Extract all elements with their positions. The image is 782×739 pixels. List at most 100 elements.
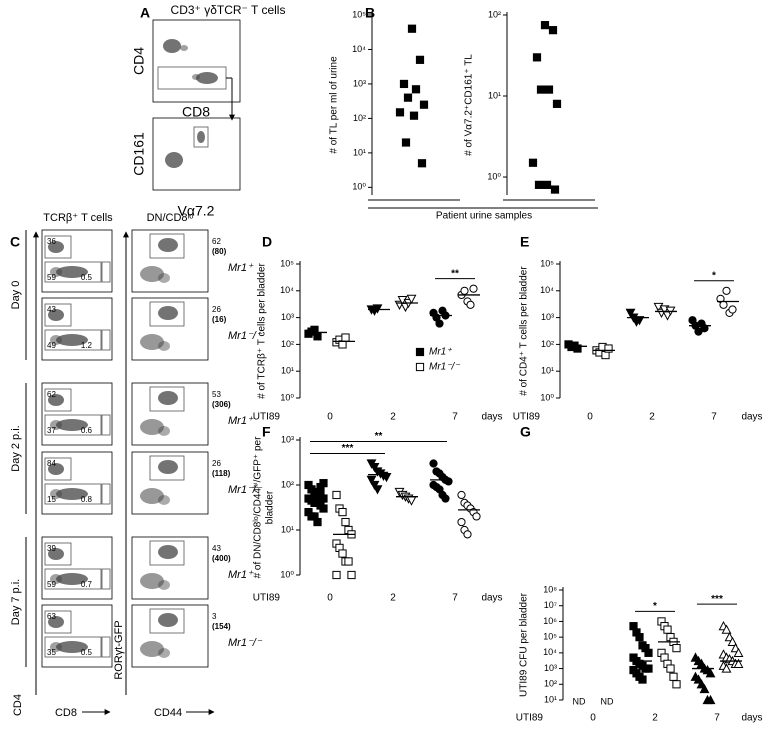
gate bbox=[44, 235, 72, 259]
gate bbox=[44, 568, 102, 590]
data-point bbox=[540, 21, 550, 30]
gate-value: 3 bbox=[212, 612, 217, 621]
plot-frame bbox=[152, 19, 241, 103]
y-tick-label: 10³ bbox=[353, 78, 366, 88]
gate-value: 53 bbox=[212, 390, 221, 399]
data-point bbox=[407, 24, 417, 33]
gate bbox=[101, 329, 111, 351]
y-tick-label: 10⁰ bbox=[280, 569, 294, 579]
axis-label: CD161 bbox=[131, 132, 147, 176]
gate bbox=[101, 261, 111, 283]
plot-frame bbox=[41, 382, 113, 446]
x-axis-label: UTI89 bbox=[253, 412, 281, 423]
plot-frame bbox=[131, 229, 209, 293]
gate bbox=[149, 386, 185, 412]
cell-cluster bbox=[158, 613, 178, 627]
x-axis-label: UTI89 bbox=[516, 713, 544, 724]
y-axis-label: # of CD4⁺ T cells per bladder bbox=[519, 266, 530, 396]
x-unit-label: days bbox=[741, 412, 762, 423]
plot-frame bbox=[41, 229, 113, 293]
gate-value: 0.6 bbox=[81, 426, 93, 435]
y-tick-label: 10² bbox=[281, 339, 294, 349]
x-unit-label: days bbox=[481, 593, 502, 604]
genotype-label: Mr1⁻/⁻ bbox=[228, 637, 263, 649]
data-point bbox=[313, 517, 322, 527]
gate bbox=[101, 483, 111, 505]
data-point bbox=[548, 26, 558, 35]
y-tick-label: 10¹ bbox=[541, 366, 554, 376]
data-point bbox=[625, 308, 636, 319]
x-tick-label: 0 bbox=[590, 713, 596, 724]
y-tick-label: 10³ bbox=[281, 312, 294, 322]
cell-cluster bbox=[196, 72, 218, 84]
cell-cluster bbox=[158, 460, 178, 474]
data-point bbox=[457, 490, 466, 500]
cell-cluster bbox=[158, 273, 170, 283]
genotype-label: Mr1⁺ bbox=[228, 569, 254, 581]
axis-label: CD4 bbox=[131, 47, 147, 75]
data-point bbox=[460, 286, 469, 295]
gate-value: (154) bbox=[212, 622, 231, 631]
data-point bbox=[435, 319, 444, 328]
gate bbox=[149, 540, 185, 566]
cell-cluster bbox=[56, 334, 88, 346]
data-point bbox=[466, 300, 475, 309]
cell-cluster bbox=[48, 394, 64, 406]
significance-label: ** bbox=[375, 431, 383, 442]
cell-cluster bbox=[48, 548, 64, 560]
data-point bbox=[472, 512, 481, 521]
gate-value: (80) bbox=[212, 247, 227, 256]
cell-cluster bbox=[50, 574, 62, 584]
plot-frame bbox=[41, 536, 113, 600]
data-point bbox=[722, 286, 731, 295]
data-point bbox=[457, 517, 466, 527]
data-point bbox=[313, 332, 322, 341]
significance-label: *** bbox=[342, 443, 354, 454]
data-point bbox=[409, 111, 419, 120]
genotype-label: Mr1⁺ bbox=[228, 415, 254, 427]
plot-frame bbox=[131, 382, 209, 446]
data-point bbox=[719, 300, 728, 309]
cell-cluster bbox=[50, 267, 62, 277]
y-axis-label: # of TL per ml of urine bbox=[329, 56, 340, 154]
axis-label: Vα7.2 bbox=[178, 203, 215, 219]
data-point bbox=[705, 694, 716, 705]
gate-value: (306) bbox=[212, 400, 231, 409]
data-point bbox=[544, 85, 554, 94]
cell-cluster bbox=[158, 391, 178, 405]
panel-title: CD3⁺ γδTCR⁻ T cells bbox=[171, 3, 286, 17]
axis-label: RORγt-GFP bbox=[113, 620, 125, 679]
y-tick-label: 10⁵ bbox=[280, 258, 294, 268]
panel-label: D bbox=[262, 234, 272, 250]
cell-cluster bbox=[140, 488, 164, 504]
gate-value: 0.8 bbox=[81, 495, 93, 504]
day-label: Day 2 p.i. bbox=[10, 425, 22, 471]
y-tick-label: 10² bbox=[353, 113, 366, 123]
data-point bbox=[733, 658, 744, 668]
x-unit-label: days bbox=[741, 713, 762, 724]
gate bbox=[193, 126, 209, 148]
panel-label: A bbox=[140, 5, 150, 21]
data-point bbox=[344, 557, 353, 566]
axis-label: CD4 bbox=[12, 694, 24, 716]
panel-label: G bbox=[520, 424, 531, 440]
gate-value: 63 bbox=[47, 612, 56, 621]
gate bbox=[44, 329, 102, 351]
data-point bbox=[429, 459, 438, 468]
legend-label: Mr1⁻/⁻ bbox=[429, 362, 460, 373]
cell-cluster bbox=[50, 420, 62, 430]
cell-cluster bbox=[158, 238, 178, 252]
y-tick-label: 10¹ bbox=[544, 694, 557, 704]
data-point bbox=[332, 490, 341, 500]
data-point bbox=[644, 648, 653, 657]
data-point bbox=[341, 333, 350, 342]
plot-frame bbox=[41, 604, 113, 668]
gate-value: 0.5 bbox=[81, 273, 93, 282]
panel-label: C bbox=[10, 234, 20, 250]
x-axis-label: UTI89 bbox=[513, 412, 541, 423]
gate-value: 62 bbox=[47, 390, 56, 399]
y-tick-label: 10² bbox=[544, 679, 557, 689]
data-point bbox=[699, 683, 710, 694]
column-header: TCRβ⁺ T cells bbox=[43, 212, 113, 224]
data-point bbox=[669, 672, 678, 681]
